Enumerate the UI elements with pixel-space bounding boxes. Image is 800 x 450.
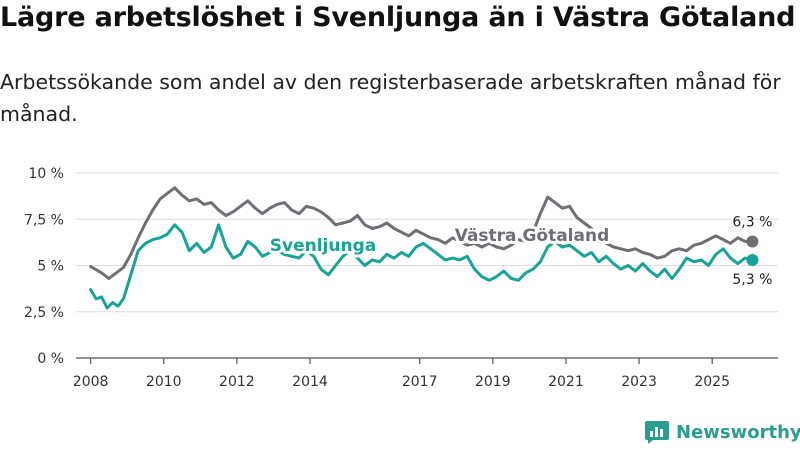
chart-title: Lägre arbetslöshet i Svenljunga än i Väs… <box>0 2 796 33</box>
x-tick-label: 2014 <box>292 374 328 390</box>
end-value-label-vastra: 6,3 % <box>732 214 772 230</box>
x-tick-label: 2025 <box>694 374 730 390</box>
series-label-vastra: Västra Götaland <box>455 226 610 246</box>
newsworthy-brand[interactable]: Newsworthy <box>644 419 800 445</box>
brand-name: Newsworthy <box>676 421 800 443</box>
x-tick-label: 2023 <box>621 374 657 390</box>
bar-chart-logo-icon <box>645 421 669 444</box>
y-tick-label: 2,5 % <box>24 305 64 321</box>
y-tick-label: 5 % <box>37 259 64 275</box>
chart-subtitle: Arbetssökande som andel av den registerb… <box>0 70 781 126</box>
y-tick-label: 0 % <box>37 351 64 367</box>
x-tick-label: 2008 <box>73 374 109 390</box>
x-tick-label: 2010 <box>146 374 182 390</box>
x-tick-label: 2012 <box>219 374 255 390</box>
series-line-svenljunga <box>89 223 754 310</box>
y-tick-label: 7,5 % <box>24 212 64 228</box>
series-label-svenljunga: Svenljunga <box>270 236 376 256</box>
end-point-vastra <box>746 235 759 248</box>
y-tick-label: 10 % <box>28 166 64 182</box>
x-tick-label: 2017 <box>402 374 438 390</box>
end-point-svenljunga <box>746 253 759 266</box>
x-tick-label: 2021 <box>548 374 584 390</box>
series-line-vastra <box>89 186 754 280</box>
end-value-label-svenljunga: 5,3 % <box>732 272 772 288</box>
x-tick-label: 2019 <box>475 374 511 390</box>
